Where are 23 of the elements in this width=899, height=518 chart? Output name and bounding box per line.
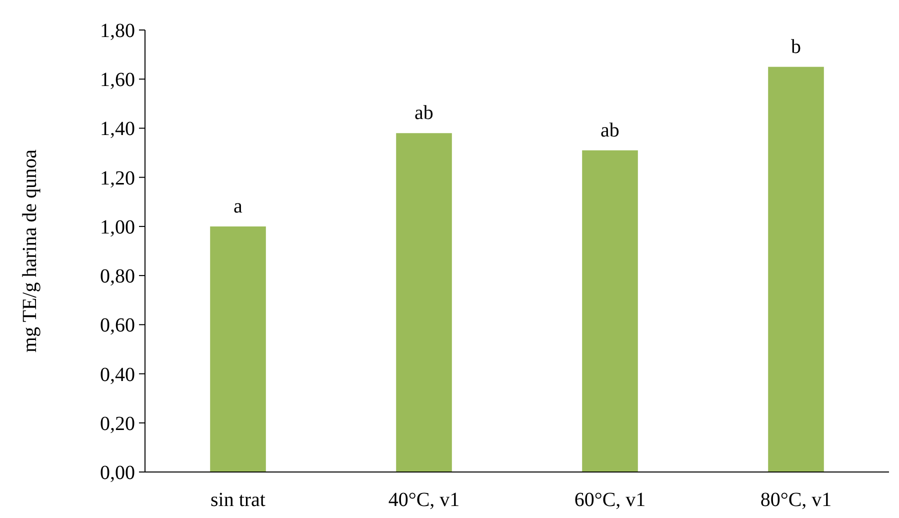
y-tick-label: 1,80: [100, 20, 135, 42]
y-tick-label: 0,40: [100, 364, 135, 386]
y-tick-label: 0,60: [100, 314, 135, 337]
annotation: ab: [600, 119, 620, 142]
x-tick-label: 40°C, v1: [388, 489, 460, 511]
y-tick-label: 1,20: [100, 167, 135, 190]
x-tick-label: 60°C, v1: [574, 489, 646, 511]
annotation: a: [234, 195, 243, 218]
y-tick-label: 0,00: [100, 462, 135, 484]
bar: [582, 150, 638, 472]
y-tick-label: 0,20: [100, 412, 135, 435]
bar: [210, 226, 266, 472]
y-tick-label: 1,00: [100, 216, 135, 238]
annotation: ab: [414, 102, 434, 124]
bar: [396, 133, 452, 472]
annotation: b: [791, 36, 801, 58]
x-tick-label: 80°C, v1: [760, 489, 832, 511]
bar: [768, 66, 824, 472]
y-tick-label: 1,60: [100, 69, 135, 92]
y-tick-label: 0,80: [100, 266, 135, 288]
y-tick-label: 1,40: [100, 118, 135, 140]
y-axis-title: mg TE/g harina de qunoa: [19, 149, 41, 352]
x-tick-label: sin trat: [210, 489, 266, 511]
